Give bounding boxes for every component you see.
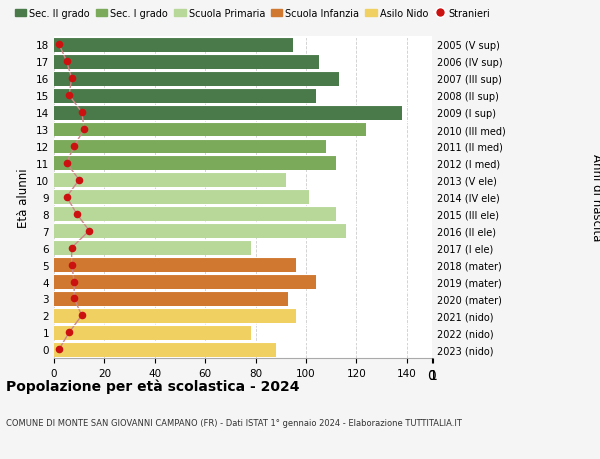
Bar [54,308,296,323]
Bar [54,106,402,120]
Bar [54,274,316,289]
Y-axis label: Anni di nascita: Anni di nascita [590,154,600,241]
Bar [54,173,286,188]
Point [74,177,84,184]
Point [62,194,71,201]
Point [79,126,89,134]
Bar [54,139,326,154]
Point [72,211,82,218]
Bar [54,156,336,171]
Bar [54,342,276,357]
Bar [54,325,251,340]
Point [62,160,71,167]
Point [85,228,94,235]
Text: Popolazione per età scolastica - 2024: Popolazione per età scolastica - 2024 [6,379,299,393]
Bar [54,257,296,273]
Bar [54,241,251,256]
Point [70,143,79,150]
Bar [54,224,346,239]
Bar [54,55,319,69]
Point [67,75,76,83]
Point [67,245,76,252]
Bar [54,291,289,306]
Text: COMUNE DI MONTE SAN GIOVANNI CAMPANO (FR) - Dati ISTAT 1° gennaio 2024 - Elabora: COMUNE DI MONTE SAN GIOVANNI CAMPANO (FR… [6,418,462,427]
Bar [54,207,336,222]
Point [70,278,79,285]
Legend: Sec. II grado, Sec. I grado, Scuola Primaria, Scuola Infanzia, Asilo Nido, Stran: Sec. II grado, Sec. I grado, Scuola Prim… [11,5,494,22]
Point [62,58,71,66]
Bar [54,38,293,53]
Bar [54,122,367,137]
Point [70,295,79,302]
Bar [54,190,308,205]
Point [54,346,64,353]
Y-axis label: Età alunni: Età alunni [17,168,31,227]
Point [54,41,64,49]
Point [64,92,74,100]
Bar [54,72,339,86]
Bar [54,89,316,103]
Point [67,261,76,269]
Point [64,329,74,336]
Point [77,312,86,319]
Point [77,109,86,117]
